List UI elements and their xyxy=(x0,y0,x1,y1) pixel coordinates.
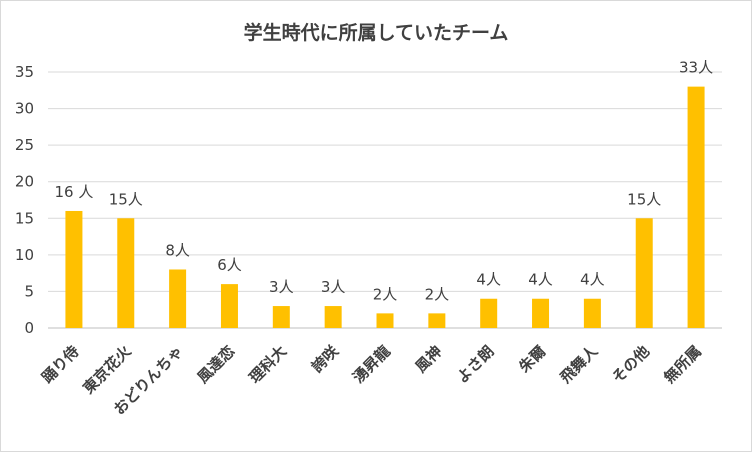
y-axis-ticks: 0 5 10 15 20 25 30 35 xyxy=(15,63,34,337)
data-label: 15人 xyxy=(109,190,143,208)
x-tick-label: よさ朗 xyxy=(453,342,498,387)
x-tick-label: 誇咲 xyxy=(308,341,343,376)
y-tick-label: 15 xyxy=(15,209,34,227)
data-label: 4人 xyxy=(476,271,501,289)
data-label: 33人 xyxy=(679,59,713,77)
data-label: 3人 xyxy=(269,278,294,296)
bar xyxy=(428,313,446,328)
x-tick-label: 風神 xyxy=(412,342,446,376)
bar xyxy=(65,210,83,328)
data-label: 4人 xyxy=(580,271,605,289)
bar xyxy=(687,86,705,328)
bar xyxy=(169,269,187,328)
y-tick-label: 20 xyxy=(15,173,34,191)
data-label: 6人 xyxy=(217,256,242,274)
x-tick-label: 朱爾 xyxy=(515,342,549,376)
data-label: 16 人 xyxy=(54,183,93,201)
data-labels: 16 人 15人 8人 6人 3人 3人 2人 2人 4人 4人 4人 15人 33人 xyxy=(54,59,713,304)
data-label: 4人 xyxy=(528,271,553,289)
data-label: 2人 xyxy=(373,285,398,303)
bar xyxy=(220,284,238,328)
x-tick-label: 湧昇龍 xyxy=(349,342,394,387)
x-tick-label: 飛舞人 xyxy=(556,341,602,387)
x-tick-label: 無所属 xyxy=(660,342,705,387)
bars xyxy=(65,86,705,328)
data-label: 15人 xyxy=(627,190,661,208)
bar xyxy=(272,306,290,328)
bar xyxy=(583,298,601,328)
data-label: 3人 xyxy=(321,278,346,296)
bar xyxy=(635,218,653,328)
bar xyxy=(532,298,550,328)
bar xyxy=(376,313,394,328)
bar xyxy=(480,298,498,328)
chart-title: 学生時代に所属していたチーム xyxy=(243,22,509,44)
bar xyxy=(324,306,342,328)
x-tick-label: その他 xyxy=(609,342,654,387)
y-tick-label: 35 xyxy=(15,63,34,81)
data-label: 8人 xyxy=(165,241,190,259)
x-tick-label: 風達恋 xyxy=(194,342,239,387)
y-tick-label: 25 xyxy=(15,136,34,154)
x-tick-label: 踊り侍 xyxy=(38,342,83,387)
gridlines xyxy=(48,71,722,329)
y-tick-label: 10 xyxy=(15,246,34,264)
data-label: 2人 xyxy=(425,285,450,303)
y-tick-label: 30 xyxy=(15,100,34,118)
x-tick-label: 理科大 xyxy=(246,342,291,387)
y-tick-label: 5 xyxy=(24,282,34,300)
bar xyxy=(117,218,135,328)
y-tick-label: 0 xyxy=(24,319,34,337)
